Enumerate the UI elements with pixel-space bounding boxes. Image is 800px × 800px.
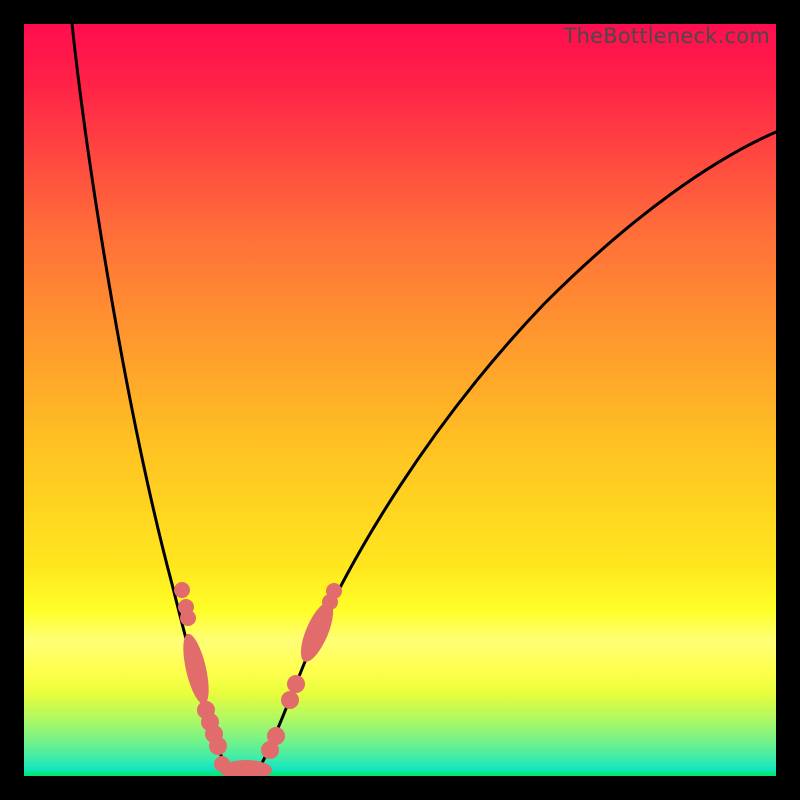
outer-frame: TheBottleneck.com bbox=[20, 20, 780, 780]
markers-bottom-dot-dot bbox=[214, 756, 230, 772]
markers-left-upper-dot bbox=[180, 610, 196, 626]
markers-right-upper-dot bbox=[326, 583, 342, 599]
markers-right-low-dot bbox=[281, 691, 299, 709]
chart-svg bbox=[24, 24, 776, 776]
chart-plot-area: TheBottleneck.com bbox=[24, 24, 776, 776]
markers-right-low-dot bbox=[287, 675, 305, 693]
watermark-text: TheBottleneck.com bbox=[564, 24, 770, 48]
markers-left-pill bbox=[178, 632, 214, 707]
curve-right-branch bbox=[256, 132, 776, 772]
markers-right-low-dot bbox=[267, 727, 285, 745]
curve-left-branch bbox=[72, 24, 234, 772]
markers-left-low-dot bbox=[209, 737, 227, 755]
markers-left-upper-dot bbox=[174, 582, 190, 598]
